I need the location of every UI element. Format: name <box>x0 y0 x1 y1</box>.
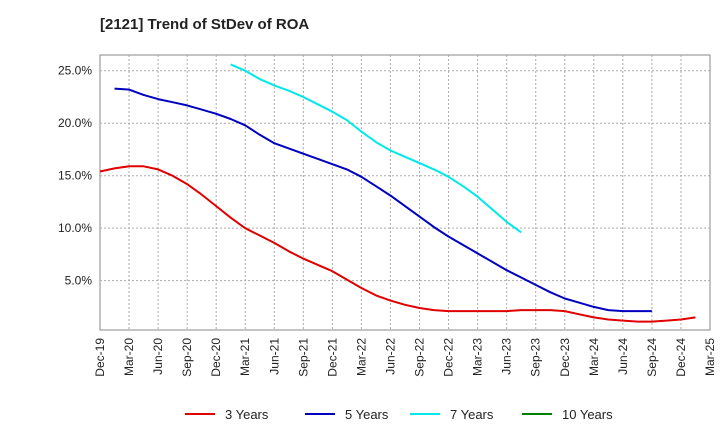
legend-label: 7 Years <box>450 407 494 422</box>
x-tick-label: Dec-24 <box>674 338 688 377</box>
x-tick-label: Mar-25 <box>703 338 717 376</box>
x-tick-label: Sep-24 <box>645 338 659 377</box>
y-tick-label: 25.0% <box>58 64 92 78</box>
x-tick-label: Mar-21 <box>238 338 252 376</box>
x-tick-label: Sep-21 <box>296 338 310 377</box>
x-tick-label: Mar-22 <box>354 338 368 376</box>
x-tick-label: Sep-20 <box>180 338 194 377</box>
x-tick-label: Jun-23 <box>500 338 514 375</box>
x-tick-label: Dec-23 <box>558 338 572 377</box>
x-tick-label: Jun-21 <box>267 338 281 375</box>
x-tick-label: Sep-22 <box>413 338 427 377</box>
x-tick-label: Mar-23 <box>471 338 485 376</box>
series-line <box>230 63 522 234</box>
y-tick-label: 20.0% <box>58 116 92 130</box>
x-tick-label: Dec-22 <box>442 338 456 377</box>
x-tick-label: Jun-24 <box>616 338 630 375</box>
x-tick-label: Dec-21 <box>325 338 339 377</box>
y-tick-label: 10.0% <box>58 221 92 235</box>
x-tick-label: Mar-20 <box>122 338 136 376</box>
x-tick-label: Sep-23 <box>529 338 543 377</box>
y-tick-label: 15.0% <box>58 169 92 183</box>
series-line <box>114 87 652 313</box>
x-tick-label: Mar-24 <box>587 338 601 376</box>
plot-area <box>99 54 711 331</box>
x-tick-label: Jun-20 <box>151 338 165 375</box>
legend-label: 5 Years <box>345 407 389 422</box>
chart-title: [2121] Trend of StDev of ROA <box>100 16 310 33</box>
series-line <box>99 165 696 323</box>
x-tick-label: Dec-20 <box>209 338 223 377</box>
y-tick-label: 5.0% <box>65 274 93 288</box>
x-tick-label: Dec-19 <box>93 338 107 377</box>
legend-label: 3 Years <box>225 407 269 422</box>
x-tick-label: Jun-22 <box>383 338 397 375</box>
legend-label: 10 Years <box>562 407 613 422</box>
